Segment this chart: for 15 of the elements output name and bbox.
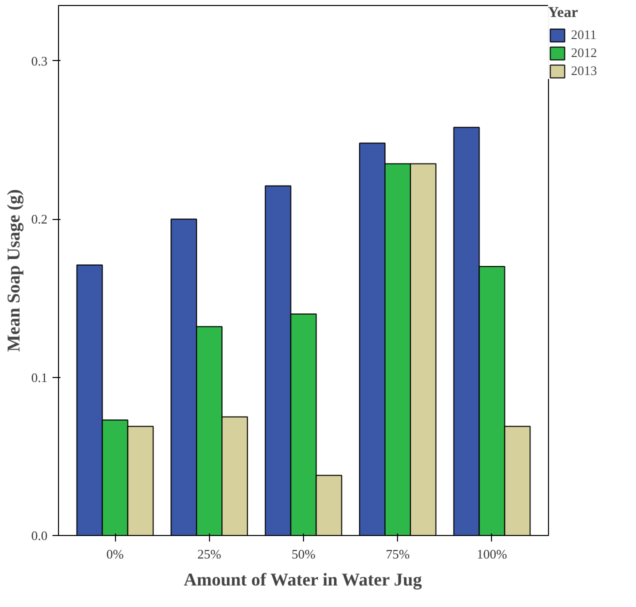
y-axis-title: Mean Soap Usage (g)	[3, 189, 24, 352]
y-tick-label: 0.0	[31, 528, 48, 543]
x-tick-label: 100%	[476, 546, 508, 562]
legend-label: 2012	[571, 45, 597, 61]
y-tick-label: 0.1	[31, 370, 48, 385]
y-tick-label: 0.2	[31, 212, 48, 227]
x-tick-label: 75%	[386, 546, 410, 562]
x-axis-title: Amount of Water in Water Jug	[184, 570, 422, 590]
y-tick-label: 0.3	[31, 53, 48, 68]
x-tick-label: 0%	[106, 546, 124, 562]
legend-title: Year	[548, 5, 579, 22]
x-tick-label: 50%	[292, 546, 316, 562]
x-tick-label: 25%	[197, 546, 222, 562]
legend-label: 2011	[571, 27, 597, 43]
legend-label: 2013	[571, 63, 597, 79]
